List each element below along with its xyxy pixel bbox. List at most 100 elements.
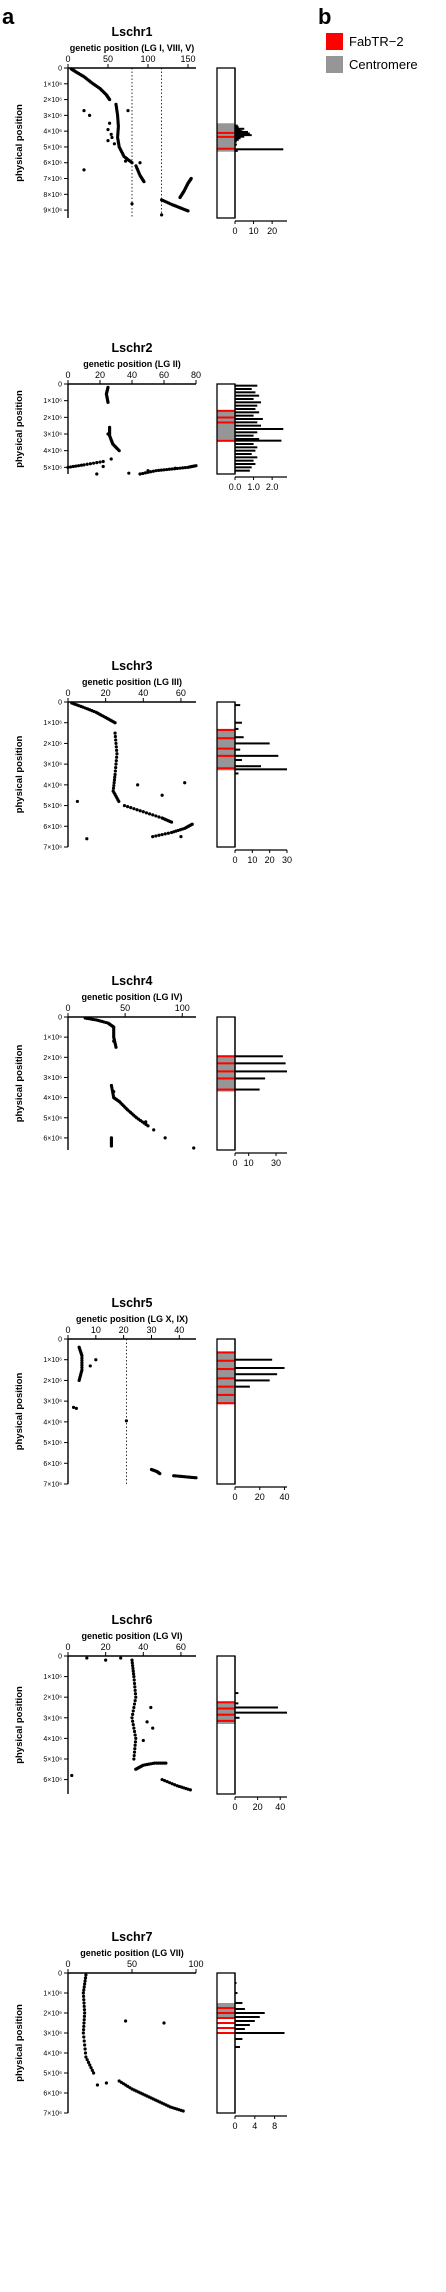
marker-point xyxy=(112,1039,116,1043)
density-bar xyxy=(235,418,263,420)
y-tick-label: 3×10⁶ xyxy=(43,1715,62,1722)
y-tick-label: 4×10⁶ xyxy=(43,1736,62,1743)
marker-point xyxy=(74,1406,78,1410)
marker-point xyxy=(70,1773,74,1778)
marker-point xyxy=(132,1757,136,1761)
bar-x-tick-label: 0 xyxy=(232,2121,237,2131)
marker-point xyxy=(82,2035,86,2039)
y-tick-label: 5×10⁶ xyxy=(43,465,62,472)
marker-point xyxy=(144,1120,148,1124)
y-tick-label: 2×10⁶ xyxy=(43,1695,62,1702)
marker-point xyxy=(181,466,185,470)
marker-point xyxy=(82,2004,86,2008)
marker-point xyxy=(83,2011,87,2015)
density-bar xyxy=(235,398,254,400)
centromere-region xyxy=(217,410,235,441)
chromosome-panel-5: Lschr5 genetic position (LG X, IX) physica… xyxy=(14,1296,290,1502)
marker-point xyxy=(85,2058,89,2062)
x-axis-title: genetic position (LG VII) xyxy=(80,1948,184,1958)
fabtr2-band xyxy=(217,754,235,757)
x-tick-label: 60 xyxy=(176,1642,186,1652)
density-bar xyxy=(235,1070,287,1073)
marker-point xyxy=(82,2018,86,2022)
density-bar xyxy=(235,124,238,127)
marker-point xyxy=(131,1672,136,1676)
marker-point xyxy=(132,1729,137,1734)
fabtr2-band xyxy=(217,2027,235,2029)
density-bar xyxy=(235,140,237,143)
marker-point xyxy=(142,180,146,184)
marker-point xyxy=(160,793,164,797)
x-axis-title: genetic position (LG I, VIII, V) xyxy=(70,43,195,53)
bar-x-tick-label: 0 xyxy=(232,226,237,236)
marker-point xyxy=(82,2024,86,2028)
density-bar xyxy=(235,434,254,437)
fabtr2-band xyxy=(217,1707,235,1710)
fabtr2-band xyxy=(217,1368,235,1371)
y-tick-label: 1×10⁶ xyxy=(43,720,62,727)
y-tick-label: 0 xyxy=(58,1654,62,1661)
density-bar xyxy=(235,754,279,757)
marker-point xyxy=(133,1688,137,1692)
marker-point xyxy=(82,1998,86,2002)
marker-point xyxy=(133,1740,138,1744)
fabtr2-band xyxy=(217,1377,235,1380)
bar-x-tick-label: 30 xyxy=(271,1158,281,1168)
marker-point xyxy=(110,135,114,140)
density-bar xyxy=(235,384,258,387)
fabtr2-band xyxy=(217,131,235,134)
marker-point xyxy=(133,1747,137,1751)
x-tick-label: 20 xyxy=(101,1642,111,1652)
chromosome-panel-7: Lschr7 genetic position (LG VII) physical … xyxy=(14,1930,287,2131)
chromosome-title: Lschr6 xyxy=(112,1613,153,1627)
fabtr2-band xyxy=(217,439,235,442)
fabtr2-band xyxy=(217,1402,235,1405)
chromosome-panel-6: Lschr6 genetic position (LG VI) physical p… xyxy=(14,1613,287,1812)
x-tick-label: 20 xyxy=(95,370,105,380)
marker-point xyxy=(83,1976,88,1980)
density-bar xyxy=(235,704,241,707)
fabtr2-band xyxy=(217,728,235,731)
marker-point xyxy=(157,468,161,472)
marker-point xyxy=(101,464,105,469)
density-bar xyxy=(235,130,248,133)
marker-point xyxy=(146,1124,150,1128)
marker-point xyxy=(132,1702,137,1706)
marker-point xyxy=(147,812,152,816)
marker-point xyxy=(194,1476,198,1480)
marker-point xyxy=(135,808,139,812)
chromosome-outline xyxy=(216,1972,236,2114)
marker-point xyxy=(88,1364,92,1368)
x-tick-label: 20 xyxy=(101,688,111,698)
marker-point xyxy=(112,778,117,782)
marker-point xyxy=(149,470,153,474)
marker-point xyxy=(124,159,128,163)
y-tick-label: 4×10⁶ xyxy=(43,2051,62,2058)
y-tick-label: 4×10⁶ xyxy=(43,782,62,789)
bar-x-tick-label: 4 xyxy=(252,2121,257,2131)
y-tick-label: 0 xyxy=(58,1337,62,1344)
marker-point xyxy=(101,459,105,464)
x-axis-title: genetic position (LG X, IX) xyxy=(76,1314,188,1324)
bar-x-tick-label: 8 xyxy=(272,2121,277,2131)
marker-point xyxy=(112,781,116,785)
y-axis-title: physical position xyxy=(14,390,25,468)
density-bar xyxy=(235,414,254,417)
marker-point xyxy=(114,1045,118,1049)
centromere-region xyxy=(217,1055,235,1092)
density-bar xyxy=(235,759,242,761)
marker-point xyxy=(80,1356,84,1360)
marker-point xyxy=(83,2051,88,2055)
fabtr2-band xyxy=(217,1088,235,1091)
marker-point xyxy=(134,1695,138,1699)
marker-point xyxy=(166,831,170,835)
marker-point xyxy=(111,786,116,790)
fabtr2-band xyxy=(217,1385,235,1388)
y-tick-label: 4×10⁶ xyxy=(43,129,62,136)
marker-point xyxy=(126,109,130,113)
marker-point xyxy=(157,815,161,819)
marker-point xyxy=(138,161,142,165)
density-bar xyxy=(235,1358,273,1361)
marker-point xyxy=(106,432,110,436)
marker-point xyxy=(115,748,119,752)
